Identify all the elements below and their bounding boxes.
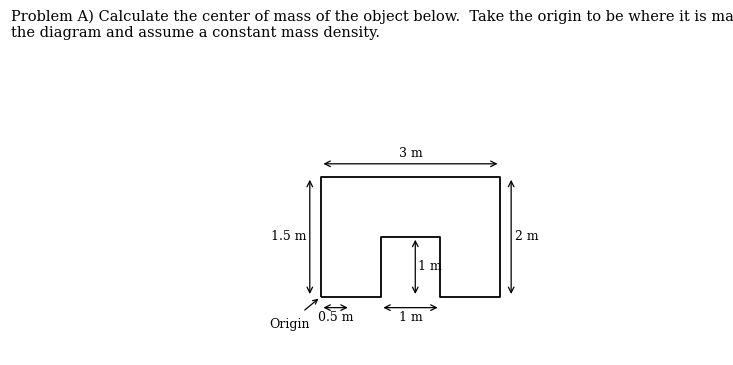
Text: 1 m: 1 m (419, 260, 442, 273)
Text: 3 m: 3 m (399, 147, 422, 160)
Text: 0.5 m: 0.5 m (318, 311, 353, 324)
Text: Problem A) Calculate the center of mass of the object below.  Take the origin to: Problem A) Calculate the center of mass … (11, 9, 733, 40)
Text: 1 m: 1 m (399, 311, 422, 324)
Text: Origin: Origin (269, 318, 309, 331)
Text: 1.5 m: 1.5 m (270, 230, 306, 243)
Text: 2 m: 2 m (515, 230, 538, 243)
